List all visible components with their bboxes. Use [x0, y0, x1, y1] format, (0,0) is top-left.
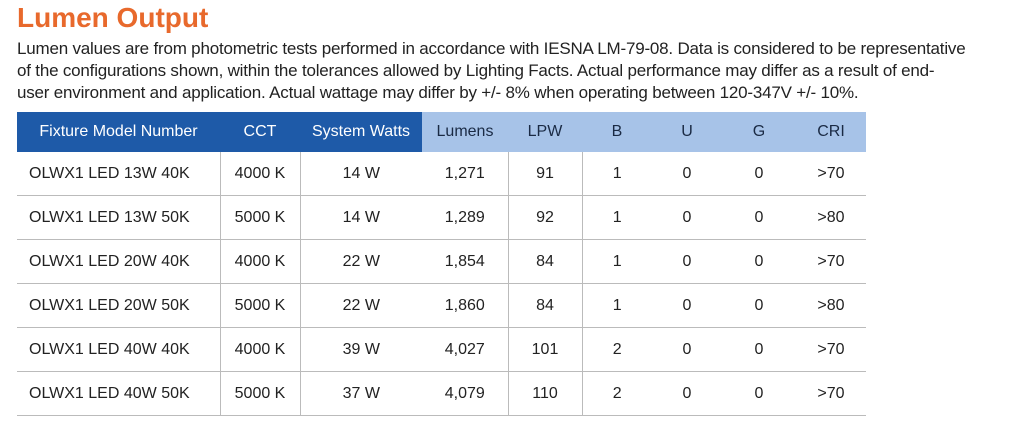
table-cell: >70 — [796, 371, 866, 416]
column-header: LPW — [508, 112, 582, 152]
table-cell: 0 — [722, 371, 796, 416]
table-cell: OLWX1 LED 13W 40K — [17, 152, 220, 196]
table-cell: OLWX1 LED 13W 50K — [17, 195, 220, 240]
table-cell: OLWX1 LED 40W 40K — [17, 327, 220, 372]
column-header: CRI — [796, 112, 866, 152]
table-cell: 1 — [582, 239, 652, 284]
description-line: Lumen values are from photometric tests … — [17, 39, 966, 58]
table-cell: 0 — [722, 239, 796, 284]
table-cell: >70 — [796, 152, 866, 196]
table-cell: 1,854 — [422, 239, 508, 284]
table-cell: 1,289 — [422, 195, 508, 240]
table-body: OLWX1 LED 13W 40K 4000 K 14 W 1,271 91 1 0 0 >70… — [17, 152, 866, 416]
table-cell: 22 W — [300, 239, 422, 284]
column-header: U — [652, 112, 722, 152]
table-cell: 92 — [507, 195, 583, 240]
description: Lumen values are from photometric tests … — [17, 38, 966, 104]
table-cell: 101 — [507, 327, 583, 372]
table-cell: OLWX1 LED 20W 40K — [17, 239, 220, 284]
table-cell: 0 — [652, 152, 722, 196]
table-cell: 84 — [507, 283, 583, 328]
table-cell: 39 W — [300, 327, 422, 372]
table-cell: >70 — [796, 239, 866, 284]
table-cell: 14 W — [300, 195, 422, 240]
table-cell: 5000 K — [219, 371, 301, 416]
table-cell: 14 W — [300, 152, 422, 196]
table-cell: 0 — [652, 239, 722, 284]
table-cell: 1,860 — [422, 283, 508, 328]
table-cell: 0 — [722, 327, 796, 372]
table-cell: 1,271 — [422, 152, 508, 196]
table-cell: 1 — [582, 152, 652, 196]
description-line: of the configurations shown, within the … — [17, 61, 935, 80]
column-header: G — [722, 112, 796, 152]
table-cell: 0 — [652, 283, 722, 328]
table-cell: 91 — [507, 152, 583, 196]
table-cell: 84 — [507, 239, 583, 284]
table-cell: 4,079 — [422, 371, 508, 416]
table-cell: >70 — [796, 327, 866, 372]
table-cell: 4000 K — [219, 327, 301, 372]
table-cell: OLWX1 LED 20W 50K — [17, 283, 220, 328]
table-cell: 0 — [652, 371, 722, 416]
column-header: Fixture Model Number — [17, 112, 220, 152]
table-row: OLWX1 LED 40W 50K 5000 K 37 W 4,079 110 2 0 0 >7… — [17, 371, 866, 416]
header-row: Fixture Model Number CCT System Watts Lumen… — [17, 112, 866, 152]
table-cell: >80 — [796, 195, 866, 240]
table-cell: 0 — [722, 152, 796, 196]
table-row: OLWX1 LED 13W 50K 5000 K 14 W 1,289 92 1 0 0 >80 — [17, 195, 866, 240]
title: Lumen Output — [17, 2, 209, 33]
table-cell: 5000 K — [219, 283, 301, 328]
table-cell: 0 — [722, 283, 796, 328]
table-cell: OLWX1 LED 40W 50K — [17, 371, 220, 416]
table-cell: 37 W — [300, 371, 422, 416]
table-cell: 0 — [652, 195, 722, 240]
table-cell: 22 W — [300, 283, 422, 328]
table-cell: 5000 K — [219, 195, 301, 240]
table-cell: 110 — [507, 371, 583, 416]
table-cell: 2 — [582, 327, 652, 372]
column-header: B — [582, 112, 652, 152]
column-header: CCT — [220, 112, 300, 152]
table-cell: 4000 K — [219, 152, 301, 196]
column-header: Lumens — [422, 112, 508, 152]
table-cell: 4,027 — [422, 327, 508, 372]
table-cell: 1 — [582, 283, 652, 328]
table-cell: 0 — [652, 327, 722, 372]
table-cell: 0 — [722, 195, 796, 240]
table-cell: >80 — [796, 283, 866, 328]
lumen-table: Fixture Model Number CCT System Watts Lumen… — [17, 112, 866, 416]
table-cell: 2 — [582, 371, 652, 416]
table-row: OLWX1 LED 20W 40K 4000 K 22 W 1,854 84 1 0 0 >70 — [17, 239, 866, 284]
table-row: OLWX1 LED 40W 40K 4000 K 39 W 4,027 101 2 0 0 >7… — [17, 327, 866, 372]
description-line: user environment and application. Actual… — [17, 83, 859, 102]
table-cell: 1 — [582, 195, 652, 240]
table-row: OLWX1 LED 20W 50K 5000 K 22 W 1,860 84 1 0 0 >80 — [17, 283, 866, 328]
column-header: System Watts — [300, 112, 422, 152]
table-row: OLWX1 LED 13W 40K 4000 K 14 W 1,271 91 1 0 0 >70 — [17, 152, 866, 196]
table-cell: 4000 K — [219, 239, 301, 284]
